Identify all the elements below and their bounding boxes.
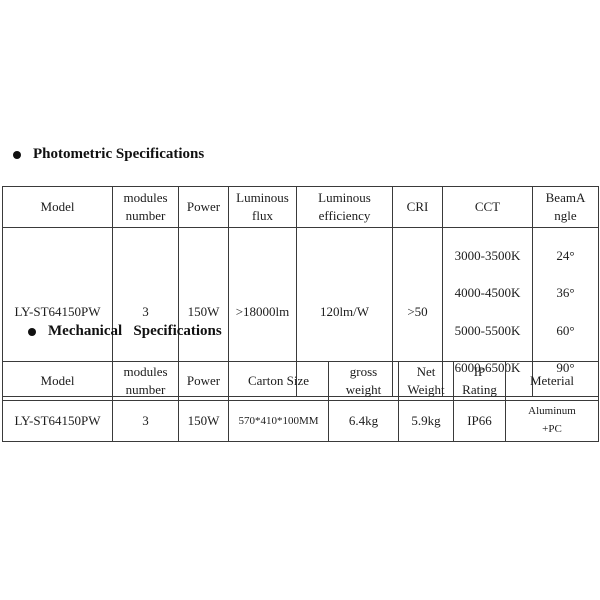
mechanical-cell-power: 150W [178,400,229,442]
photometric-header-luminous-efficiency: Luminous efficiency [296,186,393,228]
mechanical-header-power: Power [178,361,229,401]
bullet-icon [28,327,36,336]
mechanical-header-material: Meterial [505,361,599,401]
photometric-section-heading: Photometric Specifications [13,146,204,163]
mechanical-header-gross-weight: gross weight [328,361,399,401]
photometric-header-model: Model [2,186,113,228]
mechanical-cell-modules-number: 3 [112,400,179,442]
beam-angle-option: 60° [556,322,575,338]
bullet-icon [13,150,21,159]
mechanical-section-heading: Mechanical Specifications [28,323,222,340]
photometric-header-cri: CRI [392,186,443,228]
photometric-header-row: Model modules number Power Luminous flux… [2,186,599,228]
mechanical-header-ip-rating: IP Rating [453,361,506,401]
mechanical-cell-material: Aluminum +PC [505,400,599,442]
cct-option: 3000-3500K [454,247,521,263]
mechanical-heading-label: Mechanical Specifications [48,323,222,339]
beam-angle-option: 36° [556,285,575,301]
mechanical-cell-ip-rating: IP66 [453,400,506,442]
mechanical-cell-net-weight: 5.9kg [398,400,454,442]
mechanical-spec-table: Model modules number Power Carton Size g… [2,361,599,442]
cct-option: 4000-4500K [454,285,521,301]
mechanical-header-model: Model [2,361,113,401]
mechanical-header-row: Model modules number Power Carton Size g… [2,361,599,401]
photometric-heading-label: Photometric Specifications [33,146,205,162]
photometric-header-cct: CCT [442,186,533,228]
beam-angle-option: 24° [556,247,575,263]
photometric-header-luminous-flux: Luminous flux [228,186,297,228]
mechanical-cell-carton-size: 570*410*100MM [228,400,329,442]
mechanical-header-net-weight: Net Weight [398,361,454,401]
mechanical-header-modules-number: modules number [112,361,179,401]
mechanical-cell-gross-weight: 6.4kg [328,400,399,442]
photometric-header-power: Power [178,186,229,228]
mechanical-header-carton-size: Carton Size [228,361,329,401]
photometric-header-modules-number: modules number [112,186,179,228]
cct-option: 5000-5500K [454,322,521,338]
photometric-header-beam-angle: BeamA ngle [532,186,599,228]
mechanical-cell-model: LY-ST64150PW [2,400,113,442]
mechanical-data-row: LY-ST64150PW 3 150W 570*410*100MM 6.4kg … [2,400,599,442]
